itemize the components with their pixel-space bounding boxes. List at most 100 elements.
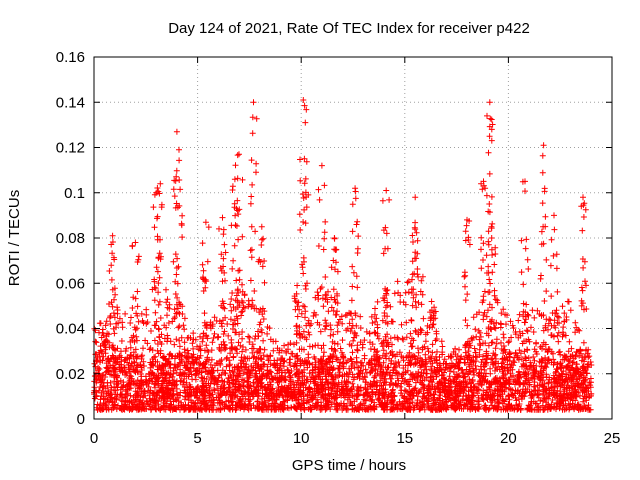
data-point	[139, 352, 146, 359]
data-point	[523, 327, 530, 334]
data-point	[264, 330, 271, 337]
data-point	[478, 265, 485, 272]
data-point	[498, 339, 504, 346]
peak-point	[176, 146, 182, 153]
data-point	[241, 354, 248, 361]
data-point	[361, 352, 368, 359]
data-point	[248, 193, 255, 200]
data-point	[530, 354, 537, 360]
data-point	[470, 314, 477, 321]
data-point	[123, 386, 130, 393]
data-point	[349, 263, 356, 270]
data-point	[321, 229, 328, 236]
data-point	[533, 400, 540, 407]
data-point	[425, 348, 432, 355]
data-point	[523, 236, 530, 243]
y-tick-label: 0	[77, 411, 85, 428]
data-point	[531, 314, 538, 321]
data-point	[492, 251, 499, 257]
data-point	[146, 346, 153, 353]
data-point	[176, 343, 183, 350]
peak-point	[580, 194, 586, 201]
data-point	[414, 237, 421, 244]
data-point	[539, 169, 546, 176]
data-point	[543, 288, 550, 295]
data-point	[179, 212, 186, 219]
data-points	[91, 97, 595, 413]
data-point	[297, 156, 303, 163]
data-point	[462, 317, 469, 324]
data-point	[260, 235, 267, 242]
data-point	[357, 313, 364, 320]
peak-point	[132, 239, 139, 246]
data-point	[415, 345, 421, 352]
data-point	[322, 317, 329, 324]
data-point	[507, 350, 514, 357]
data-point	[134, 288, 141, 295]
data-point	[478, 246, 484, 253]
data-point	[239, 335, 246, 342]
data-point	[303, 204, 310, 211]
data-point	[547, 262, 554, 269]
data-point	[396, 362, 403, 369]
data-point	[343, 327, 350, 334]
data-point	[151, 337, 158, 344]
data-point	[127, 320, 134, 326]
x-axis-label: GPS time / hours	[292, 457, 406, 474]
data-point	[539, 152, 546, 159]
data-point	[261, 279, 268, 286]
data-point	[554, 313, 561, 320]
data-point	[320, 303, 327, 310]
data-point	[258, 236, 265, 243]
y-tick-label: 0.06	[56, 275, 85, 292]
data-point	[533, 340, 539, 347]
data-point	[541, 298, 548, 304]
data-point	[373, 315, 380, 322]
data-point	[253, 160, 260, 167]
data-point	[248, 246, 255, 253]
data-point	[253, 169, 259, 176]
x-tick-label: 10	[293, 430, 310, 447]
data-point	[587, 406, 594, 413]
data-point	[412, 356, 419, 363]
data-point	[204, 258, 211, 265]
data-point	[412, 327, 419, 334]
data-point	[559, 303, 566, 310]
peak-point	[352, 185, 359, 192]
data-point	[247, 200, 254, 207]
data-point	[143, 311, 150, 318]
data-point	[432, 337, 439, 344]
data-point	[549, 397, 556, 403]
data-point	[491, 261, 498, 268]
y-tick-label: 0.08	[56, 230, 85, 247]
data-point	[302, 286, 309, 292]
data-point	[254, 398, 261, 405]
data-point	[199, 240, 206, 247]
data-point	[251, 335, 258, 342]
data-point	[339, 337, 346, 344]
data-point	[428, 298, 435, 305]
data-point	[119, 324, 126, 331]
data-point	[292, 298, 299, 305]
data-point	[151, 224, 158, 231]
data-point	[572, 319, 579, 326]
data-point	[405, 289, 412, 296]
data-point	[409, 271, 416, 278]
data-point	[239, 233, 246, 240]
data-point	[129, 242, 136, 249]
data-point	[170, 186, 177, 193]
data-point	[176, 157, 183, 164]
data-point	[372, 305, 378, 312]
data-point	[156, 298, 163, 305]
data-point	[483, 192, 490, 199]
data-point	[156, 274, 163, 281]
data-point	[249, 130, 256, 137]
data-point	[489, 339, 496, 346]
data-point	[218, 377, 225, 384]
data-point	[325, 308, 332, 315]
data-point	[312, 342, 319, 349]
data-point	[545, 380, 552, 387]
data-point	[383, 230, 390, 237]
data-point	[200, 267, 207, 274]
